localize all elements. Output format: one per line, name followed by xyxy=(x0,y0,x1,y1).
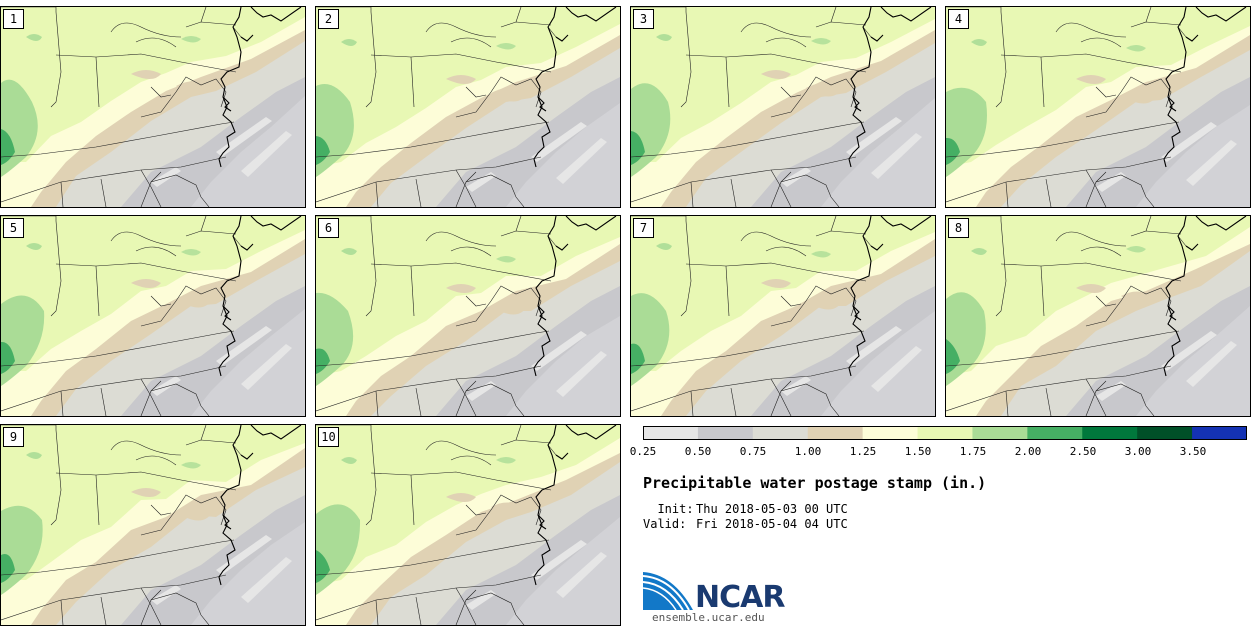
precipitable-water-map xyxy=(631,216,935,416)
colorbar-segment xyxy=(1027,426,1083,440)
ensemble-panel-7: 7 xyxy=(630,215,936,417)
member-number: 10 xyxy=(318,427,339,447)
ensemble-panel-9: 9 xyxy=(0,424,306,626)
precipitable-water-map xyxy=(316,425,620,625)
member-number: 1 xyxy=(3,9,24,29)
colorbar-segment xyxy=(862,426,919,440)
valid-time: Fri 2018-05-04 04 UTC xyxy=(696,517,848,531)
precipitable-water-map xyxy=(316,7,620,207)
precipitable-water-map xyxy=(946,7,1250,207)
member-number: 2 xyxy=(318,9,339,29)
ncar-logo-icon xyxy=(643,572,693,611)
precipitable-water-map xyxy=(631,7,935,207)
colorbar-tick-label: 2.00 xyxy=(1014,445,1042,458)
precipitable-water-map xyxy=(946,216,1250,416)
colorbar-segment xyxy=(697,426,754,440)
colorbar-tick-label: 0.50 xyxy=(684,445,712,458)
colorbar-segment xyxy=(807,426,864,440)
member-number: 5 xyxy=(3,218,24,238)
colorbar-tick-label: 2.50 xyxy=(1069,445,1097,458)
colorbar-ticks: 0.25 0.50 0.75 1.00 1.25 1.50 1.75 2.00 2.50 3.00… xyxy=(620,445,1260,461)
logo-url: ensemble.ucar.edu xyxy=(652,611,765,624)
colorbar-tick-label: 1.50 xyxy=(904,445,932,458)
colorbar-tick-label: 1.75 xyxy=(959,445,987,458)
colorbar-tick-label: 0.75 xyxy=(739,445,767,458)
product-title: Precipitable water postage stamp (in.) xyxy=(643,474,987,492)
ensemble-panel-6: 6 xyxy=(315,215,621,417)
colorbar-segment xyxy=(752,426,809,440)
ensemble-panel-10: 10 xyxy=(315,424,621,626)
member-number: 3 xyxy=(633,9,654,29)
colorbar-tick-label: 3.50 xyxy=(1179,445,1207,458)
colorbar-segment xyxy=(1082,426,1138,440)
colorbar-segment xyxy=(643,426,699,440)
member-number: 9 xyxy=(3,427,24,447)
precipitable-water-map xyxy=(1,7,305,207)
colorbar-tick-label: 1.00 xyxy=(794,445,822,458)
member-number: 7 xyxy=(633,218,654,238)
init-label: Init: xyxy=(643,502,694,516)
member-number: 8 xyxy=(948,218,969,238)
colorbar-segment xyxy=(972,426,1028,440)
ensemble-panel-8: 8 xyxy=(945,215,1251,417)
member-number: 6 xyxy=(318,218,339,238)
colorbar-segment xyxy=(1192,426,1247,440)
colorbar-tick-label: 1.25 xyxy=(849,445,877,458)
ensemble-panel-5: 5 xyxy=(0,215,306,417)
ensemble-panel-2: 2 xyxy=(315,6,621,208)
colorbar-frame xyxy=(643,426,1247,440)
colorbar-tick-label: 3.00 xyxy=(1124,445,1152,458)
logo-text: NCAR xyxy=(695,580,785,615)
colorbar-segment xyxy=(917,426,973,440)
colorbar xyxy=(643,426,1247,440)
valid-label: Valid: xyxy=(643,517,687,531)
colorbar-tick-label: 0.25 xyxy=(629,445,657,458)
member-number: 4 xyxy=(948,9,969,29)
ensemble-panel-1: 1 xyxy=(0,6,306,208)
init-time: Thu 2018-05-03 00 UTC xyxy=(696,502,848,516)
colorbar-segment xyxy=(1137,426,1193,440)
precipitable-water-map xyxy=(316,216,620,416)
precipitable-water-map xyxy=(1,425,305,625)
precipitable-water-map xyxy=(1,216,305,416)
ensemble-panel-4: 4 xyxy=(945,6,1251,208)
ensemble-panel-3: 3 xyxy=(630,6,936,208)
